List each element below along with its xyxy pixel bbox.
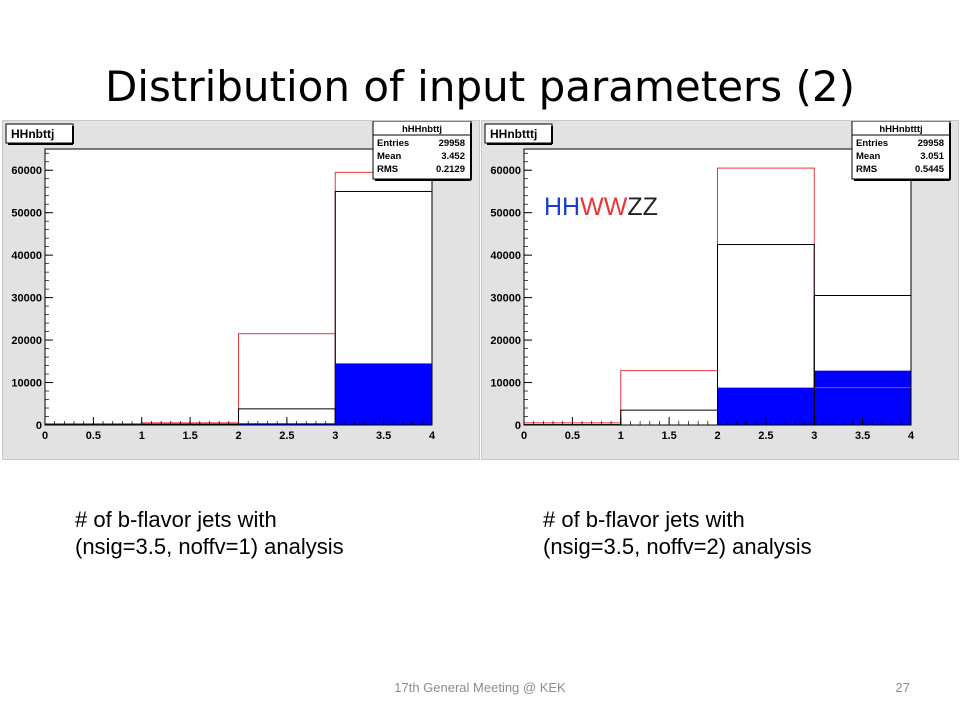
stats-name: hHHnbttj [402, 124, 442, 135]
stats-entries-label: Entries [377, 138, 409, 149]
y-tick-label: 0 [515, 420, 521, 432]
annotation-label: HHWWZZ [544, 193, 658, 221]
caption-left: # of b-flavor jets with (nsig=3.5, noffv… [75, 506, 344, 560]
page-number: 27 [895, 680, 910, 695]
bar-blue-bin-3 [814, 370, 911, 425]
x-tick-label: 2.5 [279, 430, 294, 442]
x-tick-label: 4 [908, 430, 915, 442]
x-tick-label: 3 [332, 430, 338, 442]
y-tick-label: 20000 [490, 335, 521, 347]
x-tick-label: 1 [618, 430, 624, 442]
stats-entries-value: 29958 [439, 138, 465, 149]
x-tick-label: 0.5 [86, 430, 101, 442]
x-tick-label: 3.5 [855, 430, 870, 442]
stats-box [851, 120, 951, 180]
x-tick-label: 0 [521, 430, 527, 442]
stats-mean-value: 3.452 [441, 151, 465, 162]
y-tick-label: 40000 [11, 250, 42, 262]
y-tick-label: 10000 [11, 378, 42, 390]
x-tick-label: 2 [235, 430, 241, 442]
caption-left-line1: # of b-flavor jets with [75, 507, 277, 532]
caption-right-line1: # of b-flavor jets with [543, 507, 745, 532]
stats-entries-label: Entries [856, 138, 888, 149]
x-tick-label: 1.5 [182, 430, 197, 442]
y-tick-label: 10000 [490, 378, 521, 390]
x-tick-label: 2.5 [758, 430, 773, 442]
stats-mean-label: Mean [377, 151, 401, 162]
y-tick-label: 60000 [11, 165, 42, 177]
stats-entries-value: 29958 [918, 138, 944, 149]
y-tick-label: 40000 [490, 250, 521, 262]
bar-blue-bin-3 [335, 363, 432, 425]
y-tick-label: 0 [36, 420, 42, 432]
x-tick-label: 3 [811, 430, 817, 442]
x-tick-label: 1 [139, 430, 145, 442]
y-tick-label: 20000 [11, 335, 42, 347]
annotation-part: WW [580, 193, 628, 221]
histogram-panel-right: 0 10000 20000 30000 40000 50000 60000 0 0.5 1 1.5 2… [481, 120, 959, 460]
x-tick-label: 2 [714, 430, 720, 442]
hist-title: HHnbtttj [490, 127, 537, 141]
stats-mean-label: Mean [856, 151, 880, 162]
hist-title: HHnbttj [11, 127, 54, 141]
stats-mean-value: 3.051 [920, 151, 944, 162]
caption-left-line2: (nsig=3.5, noffv=1) analysis [75, 534, 344, 559]
histogram-right: 0 10000 20000 30000 40000 50000 60000 0 0.5 1 1.5 2… [484, 120, 951, 442]
footer-meeting: 17th General Meeting @ KEK [394, 680, 566, 695]
caption-right-line2: (nsig=3.5, noffv=2) analysis [543, 534, 812, 559]
histogram-panel-left: 0 10000 20000 30000 40000 50000 60000 0 0.5 1 1.5 2… [2, 120, 480, 460]
y-tick-label: 60000 [490, 165, 521, 177]
x-tick-label: 1.5 [661, 430, 676, 442]
x-tick-label: 3.5 [376, 430, 391, 442]
annotation-part: HH [544, 193, 580, 221]
stats-rms-label: RMS [377, 164, 398, 175]
x-tick-label: 4 [429, 430, 436, 442]
stats-rms-label: RMS [856, 164, 877, 175]
slide-title: Distribution of input parameters (2) [104, 62, 856, 111]
y-tick-label: 50000 [490, 208, 521, 220]
stats-rms-value: 0.2129 [436, 164, 465, 175]
stats-name: hHHnbtttj [879, 124, 922, 135]
x-tick-label: 0 [42, 430, 48, 442]
stats-box [372, 120, 472, 180]
caption-right: # of b-flavor jets with (nsig=3.5, noffv… [543, 506, 812, 560]
y-tick-label: 30000 [11, 293, 42, 305]
x-tick-label: 0.5 [565, 430, 580, 442]
histogram-left: 0 10000 20000 30000 40000 50000 60000 0 0.5 1 1.5 2… [5, 120, 472, 442]
y-tick-label: 50000 [11, 208, 42, 220]
annotation-part: ZZ [627, 193, 658, 221]
y-tick-label: 30000 [490, 293, 521, 305]
stats-rms-value: 0.5445 [915, 164, 945, 175]
